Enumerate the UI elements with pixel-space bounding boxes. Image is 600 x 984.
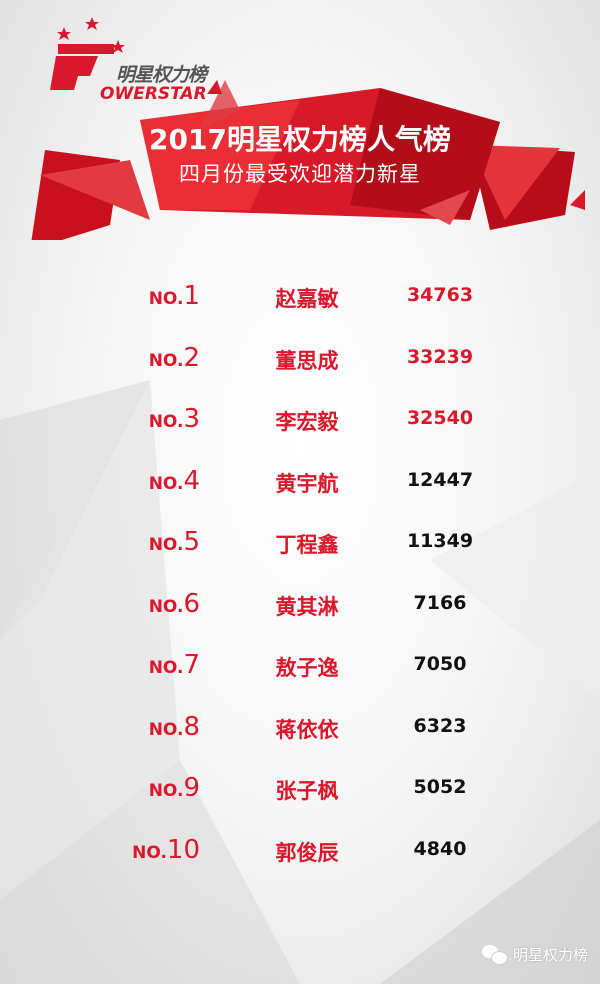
star-name: 赵嘉敏: [275, 287, 339, 311]
star-name: 郭俊辰: [275, 840, 339, 865]
rank-prefix: NO.: [148, 535, 184, 555]
rank-number: 8: [183, 711, 200, 742]
rank-prefix: NO.: [148, 289, 184, 309]
page-title: 2017明星权力榜人气榜: [149, 123, 451, 156]
rank-number: 5: [183, 527, 200, 557]
star-name: 丁程鑫: [275, 533, 339, 557]
logo-text-cn: 明星权力榜: [116, 64, 207, 86]
rank-label: NO.8: [110, 712, 200, 742]
rank-number: 3: [183, 404, 200, 434]
rank-number: 2: [183, 342, 200, 373]
ranking-row: NO.8 蒋依依 6323: [0, 712, 600, 752]
ranking-row: NO.6 黄其淋 7166: [0, 589, 600, 629]
page-subtitle: 四月份最受欢迎潜力新星: [179, 162, 421, 186]
ranking-row: NO.2 董思成 33239: [0, 343, 600, 383]
ranking-row: NO.5 丁程鑫 11349: [0, 527, 600, 567]
fist-logo-icon: [50, 17, 125, 90]
star-name: 黄其淋: [275, 594, 339, 619]
rank-prefix: NO.: [148, 781, 184, 801]
rank-number: 7: [183, 650, 200, 680]
star-name: 董思成: [275, 348, 339, 373]
rank-label: NO.10: [110, 835, 200, 865]
rank-number: 6: [183, 588, 200, 619]
rank-label: NO.7: [110, 650, 200, 680]
vote-count: 6323: [413, 714, 467, 737]
rank-number: 4: [183, 465, 200, 496]
wechat-icon: [481, 944, 508, 965]
vote-count: 7050: [413, 653, 467, 675]
rank-prefix: NO.: [148, 350, 184, 371]
ranking-row: NO.10 郭俊辰 4840: [0, 835, 600, 875]
vote-count: 33239: [406, 345, 474, 368]
vote-count: 5052: [413, 776, 467, 798]
rank-label: NO.5: [110, 527, 200, 557]
ranking-row: NO.7 敖子逸 7050: [0, 650, 600, 690]
star-name: 张子枫: [275, 779, 339, 803]
ranking-row: NO.3 李宏毅 32540: [0, 404, 600, 444]
logo-text-en: OWERSTAR: [100, 84, 207, 104]
rank-prefix: NO.: [148, 412, 184, 432]
rank-prefix: NO.: [148, 596, 184, 617]
rank-label: NO.6: [110, 589, 200, 619]
rank-number: 10: [166, 834, 200, 865]
rank-number: 9: [183, 773, 200, 803]
rank-label: NO.1: [110, 281, 200, 311]
star-name: 蒋依依: [275, 717, 339, 742]
title-banner: [31, 80, 585, 240]
ranking-row: NO.9 张子枫 5052: [0, 773, 600, 813]
vote-count: 12447: [406, 468, 474, 491]
rank-number: 1: [183, 281, 200, 311]
footer-account-name: 明星权力榜: [512, 946, 588, 964]
star-name: 黄宇航: [275, 471, 339, 496]
star-name: 李宏毅: [275, 410, 339, 434]
ranking-row: NO.1 赵嘉敏 34763: [0, 281, 600, 321]
vote-count: 32540: [406, 407, 474, 429]
rank-label: NO.9: [110, 773, 200, 803]
rank-label: NO.3: [110, 404, 200, 434]
rank-label: NO.4: [110, 466, 200, 496]
rank-prefix: NO.: [148, 658, 184, 678]
footer-account: 明星权力榜: [481, 944, 588, 965]
rank-prefix: NO.: [148, 719, 184, 740]
rank-prefix: NO.: [132, 842, 167, 863]
vote-count: 4840: [413, 837, 467, 860]
vote-count: 11349: [406, 530, 474, 552]
ranking-row: NO.4 黄宇航 12447: [0, 466, 600, 506]
rank-label: NO.2: [110, 343, 200, 373]
vote-count: 7166: [413, 591, 467, 614]
vote-count: 34763: [406, 284, 474, 306]
powerstar-logo: 明星权力榜 OWERSTAR: [28, 12, 218, 104]
rank-prefix: NO.: [148, 473, 184, 494]
star-name: 敖子逸: [275, 656, 339, 680]
